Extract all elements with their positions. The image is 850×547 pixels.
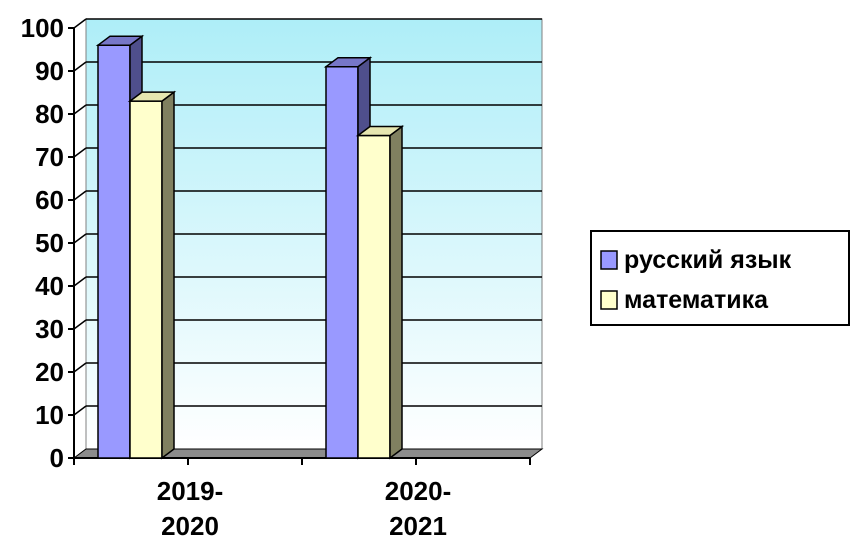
y-tick-label: 90 (35, 56, 64, 86)
y-tick-label: 30 (35, 314, 64, 344)
bar-side (389, 125, 403, 460)
y-tick-label: 50 (35, 228, 64, 258)
gridline-side (73, 405, 87, 416)
gridline-side (73, 233, 87, 244)
x-category-label: 2020 (161, 511, 219, 541)
bar-front (325, 65, 359, 459)
gridline-side (73, 147, 87, 158)
x-category-label: 2021 (389, 511, 447, 541)
x-category-label: 2020- (385, 476, 452, 506)
gridline-side (73, 61, 87, 72)
bars (95, 34, 405, 460)
bar-front (129, 100, 163, 459)
bar-series2 (127, 90, 177, 460)
y-tick-label: 100 (21, 13, 64, 43)
gridline-side (73, 104, 87, 115)
legend-label: русский язык (624, 246, 792, 274)
legend-box (590, 230, 850, 326)
x-category-label: 2019- (157, 476, 224, 506)
y-tick-label: 60 (35, 185, 64, 215)
bar-top (323, 56, 373, 68)
legend: русский язык математика (590, 230, 850, 326)
legend-swatch (600, 290, 618, 310)
bar-front (357, 134, 391, 459)
y-tick-label: 0 (50, 443, 64, 473)
legend-swatch (600, 250, 618, 270)
y-tick-label: 20 (35, 357, 64, 387)
axis-labels: 0 10 20 30 40 50 60 70 80 90 100 2019- 2020 2020- 2021 (21, 13, 452, 541)
bar-series2 (355, 125, 405, 460)
gridline-side (73, 18, 87, 29)
bar-side (161, 90, 175, 460)
legend-label: математика (624, 286, 769, 314)
gridline-side (73, 362, 87, 373)
gridline-side (73, 190, 87, 201)
gridline-side (73, 319, 87, 330)
bar-top (127, 91, 177, 102)
bar-top (95, 35, 145, 46)
y-tick-label: 70 (35, 142, 64, 172)
y-tick-label: 10 (35, 400, 64, 430)
y-tick-label: 40 (35, 271, 64, 301)
gridline-side (73, 276, 87, 287)
bar-front (97, 44, 131, 459)
y-tick-label: 80 (35, 99, 64, 129)
bar-top (355, 125, 405, 137)
